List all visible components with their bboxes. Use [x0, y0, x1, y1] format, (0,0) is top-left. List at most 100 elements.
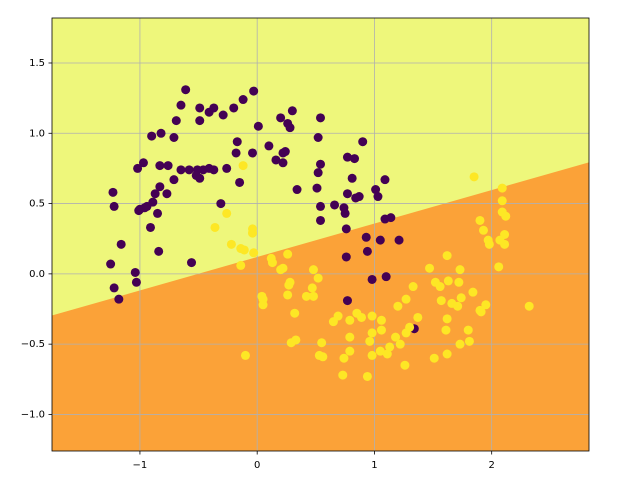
point	[145, 222, 155, 232]
point	[455, 339, 465, 349]
point	[408, 282, 418, 292]
point	[373, 192, 383, 202]
point	[155, 161, 165, 171]
point	[301, 291, 311, 301]
point	[283, 290, 293, 300]
point	[316, 215, 325, 225]
point	[171, 116, 181, 126]
point	[345, 332, 355, 342]
point	[361, 232, 371, 242]
point	[395, 339, 405, 349]
point	[181, 85, 191, 95]
point	[338, 370, 348, 380]
point	[312, 183, 322, 193]
point	[464, 336, 474, 346]
point	[195, 103, 205, 113]
point	[162, 189, 172, 199]
point	[497, 196, 507, 206]
point	[495, 235, 505, 245]
point	[497, 183, 507, 193]
point	[313, 273, 323, 283]
point	[342, 189, 352, 199]
point	[362, 371, 372, 381]
point	[313, 168, 323, 178]
point	[350, 154, 360, 164]
point	[138, 158, 148, 168]
point	[386, 213, 396, 223]
point	[229, 103, 239, 113]
point	[154, 246, 164, 256]
point	[108, 187, 118, 197]
point	[280, 147, 290, 157]
point	[222, 163, 232, 173]
point	[264, 141, 274, 151]
point	[218, 110, 228, 120]
point	[266, 253, 276, 263]
point	[114, 294, 124, 304]
point	[316, 113, 325, 123]
point	[362, 246, 372, 256]
point	[382, 349, 392, 359]
point	[371, 185, 381, 195]
y-tick-label: −0.5	[21, 339, 45, 350]
point	[184, 165, 194, 175]
point	[342, 296, 352, 306]
point	[169, 132, 179, 142]
point	[456, 293, 466, 303]
point	[258, 300, 268, 310]
point	[239, 245, 249, 255]
point	[375, 346, 385, 356]
point	[316, 201, 325, 211]
point	[116, 239, 126, 249]
point	[247, 228, 257, 238]
point	[367, 350, 377, 360]
x-tick-label: 2	[488, 460, 494, 471]
point	[109, 201, 119, 211]
point	[276, 113, 286, 123]
point	[367, 311, 377, 321]
point	[442, 349, 452, 359]
point	[358, 137, 368, 147]
point	[317, 338, 327, 348]
point	[287, 106, 297, 116]
point	[463, 325, 473, 335]
point	[475, 215, 485, 225]
point	[235, 177, 245, 187]
x-tick-label: 1	[371, 460, 377, 471]
point	[365, 336, 375, 346]
point	[278, 158, 288, 168]
point	[130, 267, 140, 277]
point	[345, 346, 355, 356]
plot-frame	[51, 17, 590, 452]
point	[478, 225, 488, 235]
point	[222, 208, 232, 218]
lower-region	[52, 162, 589, 451]
point	[283, 249, 293, 259]
point	[308, 291, 318, 301]
point	[339, 353, 349, 363]
point	[231, 148, 241, 158]
point	[442, 314, 452, 324]
point	[240, 350, 250, 360]
point	[401, 328, 411, 338]
point	[469, 172, 479, 182]
point	[204, 163, 214, 173]
point	[238, 95, 248, 105]
point	[481, 300, 491, 310]
point	[292, 185, 302, 195]
point	[271, 155, 281, 165]
point	[347, 173, 357, 183]
y-tick-label: 1.5	[29, 58, 45, 69]
point	[484, 239, 494, 249]
point	[163, 161, 173, 171]
point	[385, 342, 395, 352]
point	[257, 291, 267, 301]
point	[375, 235, 385, 245]
point	[316, 159, 325, 169]
point	[394, 235, 404, 245]
point	[400, 360, 410, 370]
point	[341, 252, 351, 262]
point	[401, 294, 411, 304]
point	[285, 123, 295, 133]
point	[429, 353, 439, 363]
